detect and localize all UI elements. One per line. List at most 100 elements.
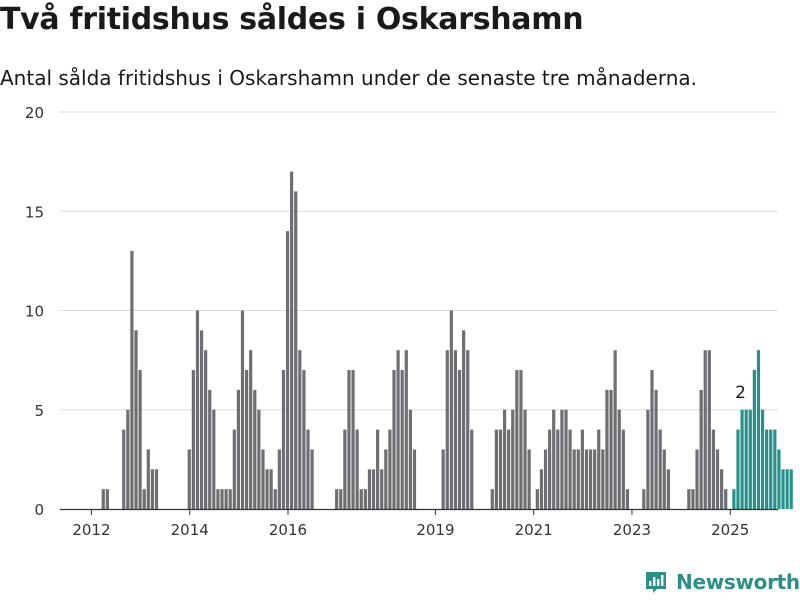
bar xyxy=(519,370,523,509)
y-tick-label: 5 xyxy=(34,402,44,420)
bar xyxy=(224,489,228,509)
brand-name: Newsworthy xyxy=(676,570,800,594)
x-tick-label: 2016 xyxy=(269,521,307,539)
bar xyxy=(777,449,781,509)
bar xyxy=(355,429,359,509)
bar xyxy=(650,370,654,509)
bar xyxy=(703,350,707,509)
bar xyxy=(306,429,310,509)
bar xyxy=(781,469,785,509)
bar xyxy=(584,449,589,509)
bar xyxy=(507,429,511,509)
bar xyxy=(687,489,691,509)
bar xyxy=(105,489,109,509)
bar xyxy=(212,409,216,509)
chart-title: Två fritidshus såldes i Oskarshamn xyxy=(0,2,584,37)
bar xyxy=(732,489,736,509)
bar xyxy=(564,409,568,509)
bar xyxy=(515,370,519,509)
axes: 0 5 10 15 20 2012 2014 2016 2019 2021 2023 2025 2 xyxy=(25,104,778,539)
bar xyxy=(711,429,716,509)
bar xyxy=(191,370,195,509)
bar xyxy=(449,310,453,509)
bar xyxy=(691,489,695,509)
bar xyxy=(339,489,343,509)
bar xyxy=(601,449,605,509)
x-tick-label: 2025 xyxy=(711,521,749,539)
bar xyxy=(724,489,728,509)
bar xyxy=(257,409,261,509)
bar xyxy=(621,429,625,509)
y-tick-label: 15 xyxy=(25,203,44,221)
bar xyxy=(392,370,396,509)
bar xyxy=(613,350,617,509)
x-tick-label: 2019 xyxy=(416,521,454,539)
bar xyxy=(343,429,347,509)
bar xyxy=(556,429,560,509)
bar xyxy=(588,449,593,509)
bar xyxy=(752,370,756,509)
bar xyxy=(199,330,204,509)
bar xyxy=(204,350,208,509)
bar xyxy=(269,469,273,509)
newsworthy-logo-icon xyxy=(646,572,666,593)
bar xyxy=(765,429,769,509)
bar xyxy=(789,469,793,509)
bar xyxy=(593,449,597,509)
bar xyxy=(760,409,765,509)
bar xyxy=(527,449,531,509)
bar xyxy=(232,429,236,509)
bar xyxy=(261,449,265,509)
bar xyxy=(380,469,384,509)
bar xyxy=(654,389,658,509)
bar xyxy=(187,449,191,509)
x-tick-label: 2014 xyxy=(171,521,209,539)
newsworthy-logo[interactable]: Newsworthy xyxy=(644,570,800,594)
bar xyxy=(748,409,752,509)
x-tick-label: 2012 xyxy=(72,521,110,539)
bar xyxy=(560,409,564,509)
bar xyxy=(720,469,724,509)
bar xyxy=(572,449,576,509)
bar xyxy=(228,489,232,509)
x-tick-label: 2021 xyxy=(515,521,553,539)
bar xyxy=(265,469,269,509)
bar xyxy=(646,409,650,509)
bar xyxy=(502,409,507,509)
bar xyxy=(707,350,711,509)
bar xyxy=(543,449,548,509)
bar xyxy=(408,409,412,509)
bar xyxy=(695,449,699,509)
bar xyxy=(773,429,777,509)
bar xyxy=(122,429,126,509)
bar xyxy=(658,429,662,509)
bar xyxy=(580,429,584,509)
bar xyxy=(617,409,621,509)
bar xyxy=(523,409,527,509)
bar xyxy=(548,429,552,509)
bar xyxy=(294,191,298,509)
bar xyxy=(195,310,200,509)
bars xyxy=(101,171,793,510)
x-tick-label: 2023 xyxy=(613,521,651,539)
bar xyxy=(376,429,380,509)
bar xyxy=(142,489,146,509)
bar xyxy=(462,330,466,509)
y-tick-label: 20 xyxy=(25,104,44,122)
bar xyxy=(154,469,159,509)
bar xyxy=(470,429,474,509)
bar xyxy=(568,429,572,509)
bar xyxy=(388,429,392,509)
bar xyxy=(351,370,355,509)
bar xyxy=(134,330,138,509)
bar xyxy=(367,469,372,509)
bar xyxy=(490,489,494,509)
bar xyxy=(101,489,105,509)
bar xyxy=(453,350,458,509)
bar xyxy=(126,409,130,509)
bar xyxy=(130,250,134,509)
bar xyxy=(216,489,220,509)
bar xyxy=(494,429,498,509)
bar xyxy=(249,350,253,509)
